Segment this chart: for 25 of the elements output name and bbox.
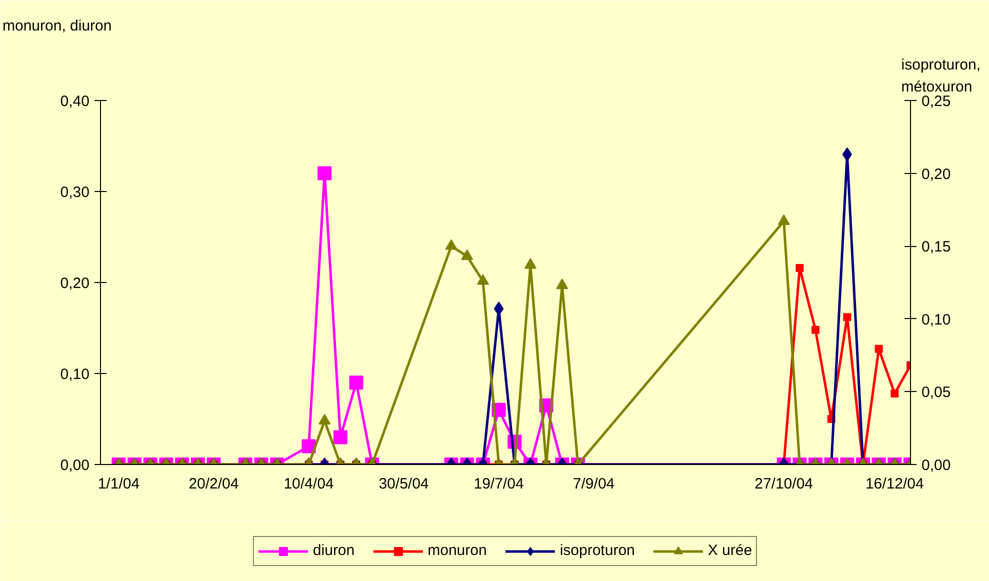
y2-tick-label: 0,00 [922,457,951,474]
y2-tick-label: 0,25 [922,93,951,110]
x-tick-label: 10/4/04 [284,476,334,492]
y2-tick-label: 0,15 [922,238,951,256]
y-tick-label: 0,30 [60,184,90,201]
y2-tick-label: 0,10 [922,311,951,328]
y2-tick-label: 0,20 [922,166,951,183]
legend-label: X urée [708,542,752,559]
y2-tick-label: 0,05 [922,384,951,402]
x-tick-label: 27/10/04 [754,476,814,492]
x-tick-label: 1/1/04 [98,476,140,492]
y-tick-label: 0,40 [60,93,90,110]
x-tick-label: 30/5/04 [378,476,429,492]
x-tick-label: 7/9/04 [572,476,615,492]
x-tick-label: 19/7/04 [474,476,524,492]
x-tick-label: 16/12/04 [865,476,924,492]
legend-label: isoproturon [560,542,635,559]
x-tick-label: 20/2/04 [188,476,239,492]
legend-label: diuron [312,542,355,559]
y-tick-label: 0,20 [60,275,90,292]
legend-label: monuron [428,542,487,559]
y2-axis-title: isoproturon, métoxuron [901,56,981,96]
y-tick-label: 0,10 [60,366,90,383]
y-tick-label: 0,00 [60,457,90,474]
y-axis-title: monuron, diuron [2,18,112,34]
